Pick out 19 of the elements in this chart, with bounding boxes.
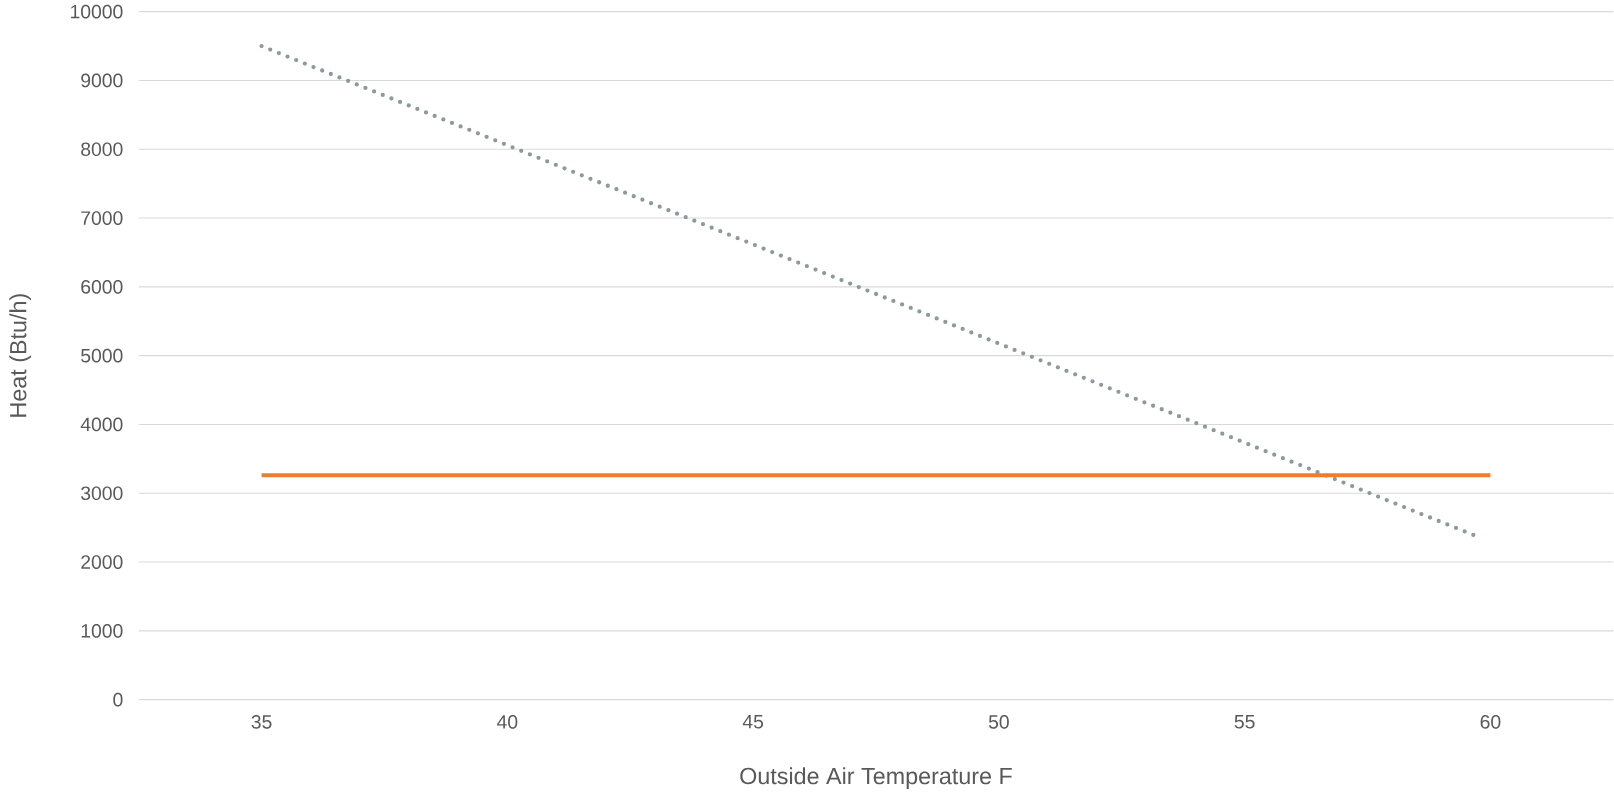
x-tick-label: 40 (497, 715, 518, 729)
x-tick-label: 50 (988, 715, 1009, 729)
y-tick-label: 9000 (81, 73, 123, 88)
y-tick-label: 8000 (81, 142, 123, 157)
y-tick-label: 5000 (81, 348, 123, 363)
y-tick-label: 6000 (81, 280, 123, 294)
y-tick-label: 2000 (81, 555, 123, 569)
y-tick-label: 0 (113, 692, 123, 707)
x-axis-title: Outside Air Temperature F (740, 767, 1012, 789)
y-tick-label: 4000 (80, 417, 123, 432)
x-tick-label: 60 (1480, 715, 1501, 729)
y-axis-title: Heat (Btu/h) (9, 294, 32, 417)
x-tick-label: 55 (1234, 715, 1255, 729)
y-tick-label: 1000 (81, 624, 123, 638)
y-tick-label: 3000 (81, 486, 123, 501)
y-tick-label: 7000 (81, 211, 123, 225)
x-tick-label: 45 (742, 715, 764, 729)
x-tick-label: 35 (251, 715, 272, 729)
y-tick-label: 10000 (71, 4, 123, 19)
